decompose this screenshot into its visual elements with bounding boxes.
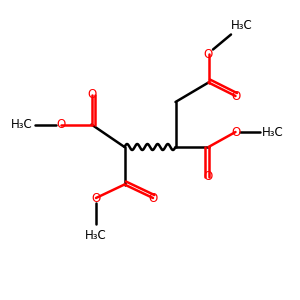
Text: H₃C: H₃C <box>262 125 284 139</box>
Text: O: O <box>204 170 213 184</box>
Text: H₃C: H₃C <box>85 229 107 242</box>
Text: O: O <box>57 118 66 131</box>
Text: O: O <box>87 88 96 101</box>
Text: O: O <box>204 47 213 61</box>
Text: H₃C: H₃C <box>231 19 252 32</box>
Text: O: O <box>231 89 240 103</box>
Text: O: O <box>148 191 158 205</box>
Text: O: O <box>231 125 240 139</box>
Text: H₃C: H₃C <box>11 118 32 131</box>
Text: O: O <box>92 191 100 205</box>
